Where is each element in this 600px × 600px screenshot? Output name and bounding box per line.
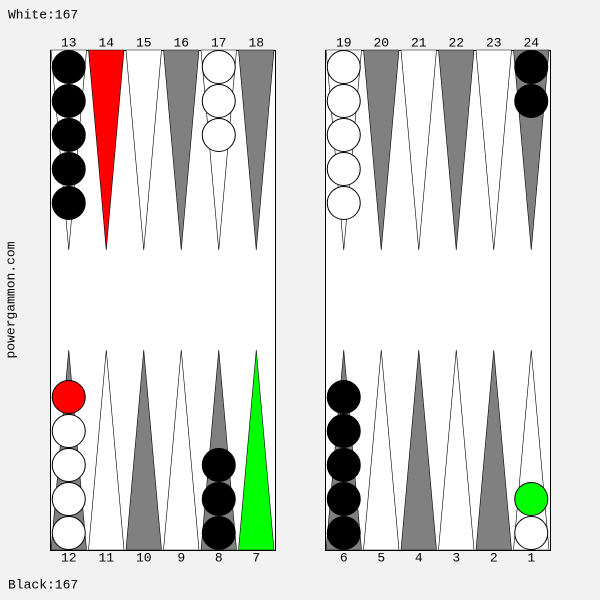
black-score: Black:167 <box>8 577 78 592</box>
point-number: 21 <box>411 35 427 50</box>
right-board <box>325 50 551 551</box>
point-triangle <box>125 349 162 551</box>
checker <box>326 152 361 186</box>
point-number: 5 <box>377 550 385 565</box>
checker <box>201 50 236 84</box>
point-number: 1 <box>527 550 535 565</box>
checker <box>326 448 361 482</box>
checker <box>51 380 86 414</box>
point-number: 6 <box>340 550 348 565</box>
point-number: 20 <box>373 35 389 50</box>
checker <box>514 482 549 516</box>
checker <box>51 414 86 448</box>
point-triangle <box>475 49 512 251</box>
checker <box>514 84 549 118</box>
site-label: powergammon.com <box>3 241 18 358</box>
point-triangle <box>238 49 275 251</box>
checker <box>51 50 86 84</box>
point-number: 16 <box>173 35 189 50</box>
point-triangle <box>438 349 475 551</box>
point-number: 14 <box>98 35 114 50</box>
point-number: 18 <box>248 35 264 50</box>
checker <box>326 414 361 448</box>
point-number: 11 <box>98 550 114 565</box>
checker <box>51 186 86 220</box>
point-number: 23 <box>486 35 502 50</box>
checker <box>514 50 549 84</box>
point-triangle <box>400 349 437 551</box>
point-triangle <box>475 349 512 551</box>
point-number: 19 <box>336 35 352 50</box>
checker <box>326 186 361 220</box>
checker <box>51 516 86 550</box>
point-number: 2 <box>490 550 498 565</box>
checker <box>51 84 86 118</box>
point-number: 17 <box>211 35 227 50</box>
checker <box>326 50 361 84</box>
checker <box>51 118 86 152</box>
point-number: 8 <box>215 550 223 565</box>
checker <box>326 380 361 414</box>
checker <box>201 84 236 118</box>
point-triangle <box>438 49 475 251</box>
checker <box>201 118 236 152</box>
point-triangle <box>363 49 400 251</box>
checker <box>51 152 86 186</box>
point-number: 13 <box>61 35 77 50</box>
checker <box>326 84 361 118</box>
point-triangle <box>163 49 200 251</box>
checker <box>201 516 236 550</box>
point-triangle <box>125 49 162 251</box>
point-number: 12 <box>61 550 77 565</box>
white-score: White:167 <box>8 7 78 22</box>
point-number: 7 <box>252 550 260 565</box>
point-number: 22 <box>448 35 464 50</box>
point-number: 10 <box>136 550 152 565</box>
checker <box>326 482 361 516</box>
point-number: 9 <box>177 550 185 565</box>
checker <box>51 448 86 482</box>
point-triangle <box>400 49 437 251</box>
point-triangle <box>88 49 125 251</box>
checker <box>326 516 361 550</box>
point-triangle <box>238 349 275 551</box>
point-triangle <box>163 349 200 551</box>
point-number: 15 <box>136 35 152 50</box>
point-triangle <box>88 349 125 551</box>
point-triangle <box>363 349 400 551</box>
point-number: 24 <box>523 35 539 50</box>
checker <box>51 482 86 516</box>
checker <box>201 448 236 482</box>
point-number: 4 <box>415 550 423 565</box>
left-board <box>50 50 276 551</box>
checker <box>326 118 361 152</box>
checker <box>201 482 236 516</box>
point-number: 3 <box>452 550 460 565</box>
checker <box>514 516 549 550</box>
